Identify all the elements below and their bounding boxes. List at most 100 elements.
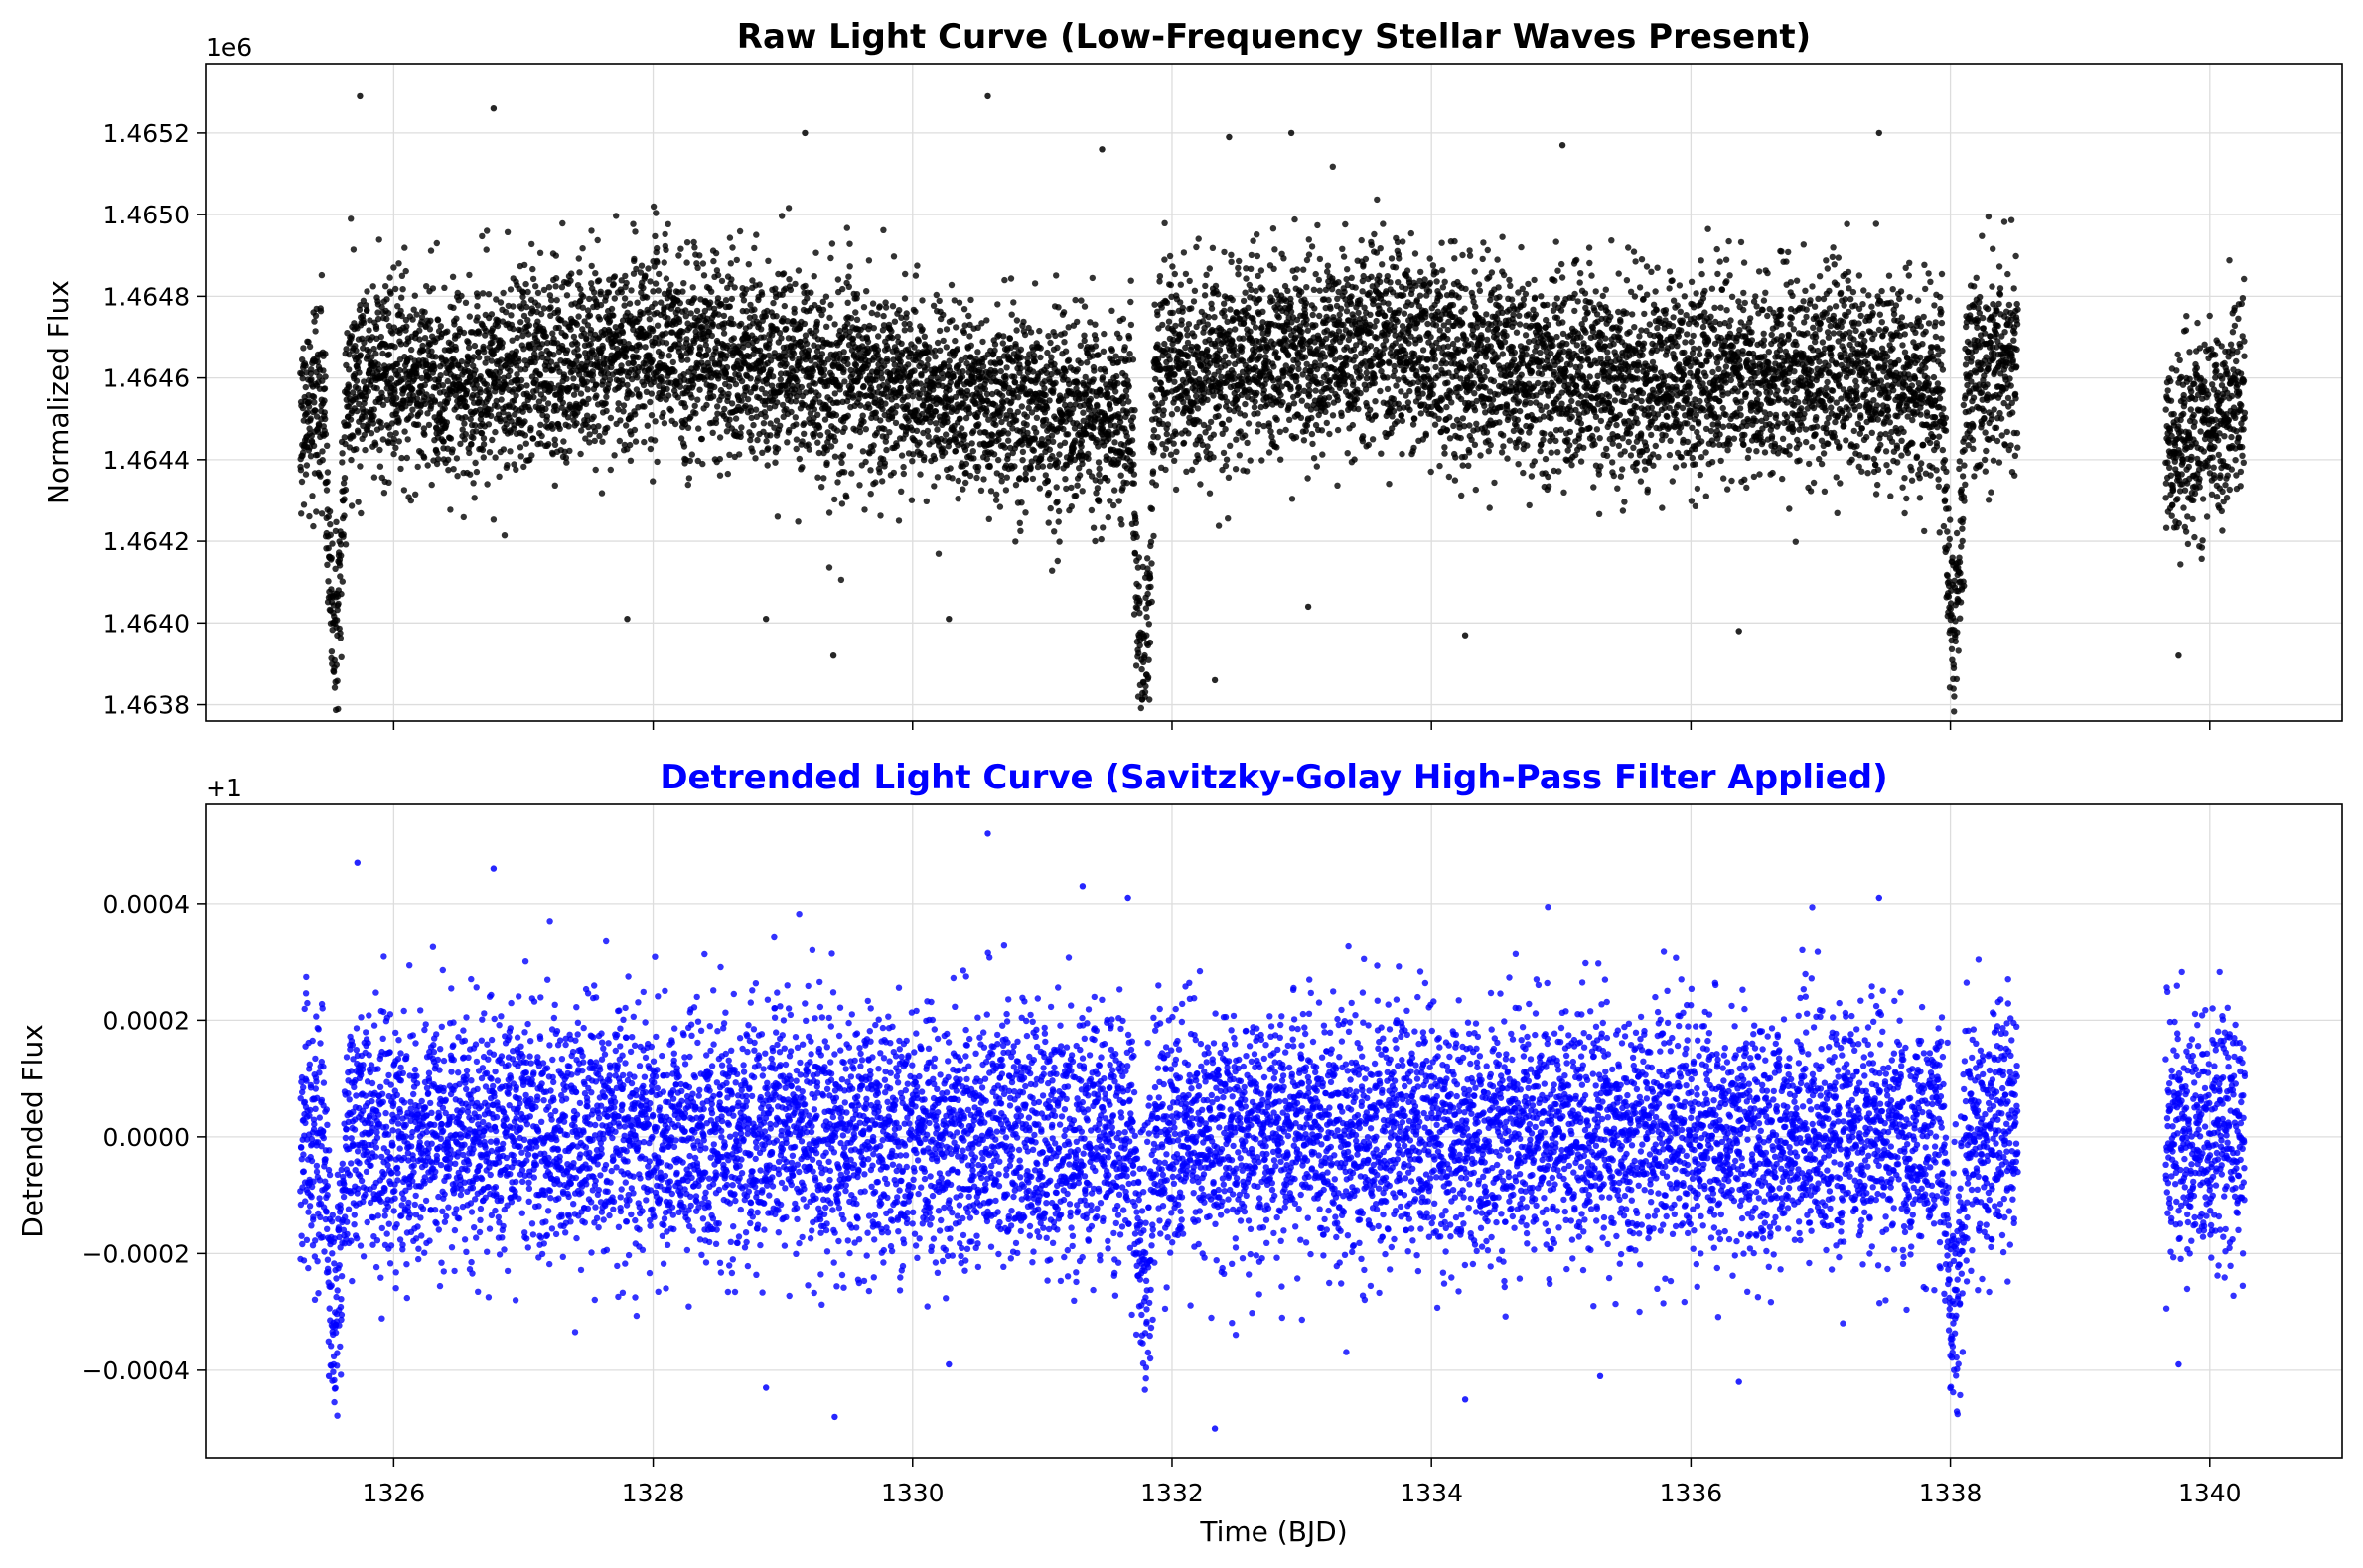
data-point [1008, 311, 1015, 318]
data-point [331, 684, 339, 691]
data-point [897, 384, 905, 391]
data-point [850, 392, 857, 399]
data-point [300, 501, 308, 508]
data-point [395, 438, 402, 445]
data-point [870, 325, 877, 332]
data-point [416, 336, 423, 343]
data-point [722, 297, 730, 304]
data-point [391, 389, 398, 396]
data-point [777, 376, 784, 383]
data-point [534, 302, 542, 309]
data-point [314, 451, 321, 459]
data-point [1188, 305, 1195, 312]
data-point [913, 407, 920, 414]
data-point [303, 462, 311, 469]
data-point [404, 436, 411, 443]
data-point [573, 383, 580, 391]
data-point [900, 470, 907, 478]
data-point [513, 466, 519, 473]
data-point [1100, 348, 1108, 355]
data-point [592, 466, 599, 474]
data-point [606, 376, 614, 383]
data-point [401, 244, 408, 251]
data-point [1135, 583, 1142, 590]
data-point [1171, 270, 1179, 278]
data-point [1132, 662, 1140, 669]
data-point [1017, 365, 1025, 372]
data-point [841, 469, 848, 476]
data-point [699, 460, 706, 468]
data-point [1147, 538, 1155, 545]
data-point [665, 392, 672, 399]
data-point [784, 439, 791, 446]
data-point [603, 393, 610, 400]
data-point [709, 321, 717, 328]
data-point [620, 408, 627, 415]
data-point [1108, 307, 1115, 314]
data-point [1052, 379, 1059, 386]
data-point [1017, 354, 1025, 361]
data-point [684, 424, 692, 431]
data-point [846, 443, 854, 450]
data-point [1088, 506, 1096, 514]
data-point [321, 385, 329, 392]
data-point [510, 303, 517, 310]
data-point [462, 431, 469, 438]
data-point [369, 283, 376, 290]
data-point [510, 325, 517, 333]
data-point [451, 321, 458, 328]
data-point [360, 319, 368, 326]
data-point [867, 491, 874, 498]
data-point [1096, 465, 1103, 472]
data-point [1031, 358, 1039, 365]
data-point [716, 472, 724, 479]
data-point [907, 326, 914, 333]
data-point [568, 270, 575, 277]
data-point [716, 455, 723, 463]
data-point [862, 458, 869, 466]
data-point [434, 317, 442, 324]
data-point [691, 244, 698, 251]
data-point [815, 392, 822, 399]
data-point [1174, 405, 1181, 413]
data-point [874, 311, 881, 318]
data-point [585, 395, 592, 403]
data-point [1135, 649, 1142, 657]
data-point [1095, 352, 1102, 358]
data-point [341, 496, 348, 502]
data-point [623, 422, 630, 429]
data-point [1078, 437, 1086, 445]
data-point [1078, 297, 1085, 304]
data-point [483, 381, 491, 388]
data-point [1090, 376, 1097, 383]
data-point [743, 286, 750, 293]
data-point [1172, 322, 1179, 330]
data-point [1051, 528, 1058, 535]
data-point [573, 420, 580, 427]
data-point [299, 449, 307, 456]
data-point [892, 419, 900, 427]
data-point [683, 259, 690, 266]
data-point [679, 288, 686, 295]
data-point [640, 284, 647, 292]
data-point [684, 356, 691, 363]
data-point [626, 300, 634, 307]
data-point [868, 309, 875, 317]
data-point [486, 392, 493, 400]
data-point [408, 346, 415, 354]
data-point [1045, 519, 1052, 526]
data-point [1013, 417, 1020, 424]
data-point [658, 351, 665, 357]
data-point [524, 288, 531, 296]
data-point [737, 433, 744, 440]
data-point [1167, 451, 1175, 458]
data-point [943, 344, 950, 351]
data-point [529, 435, 537, 442]
data-point [720, 312, 728, 320]
data-point [793, 445, 800, 453]
data-point [483, 246, 490, 253]
data-point [1099, 374, 1107, 381]
data-point [777, 422, 784, 429]
data-point [731, 284, 738, 291]
data-point [1147, 583, 1154, 591]
